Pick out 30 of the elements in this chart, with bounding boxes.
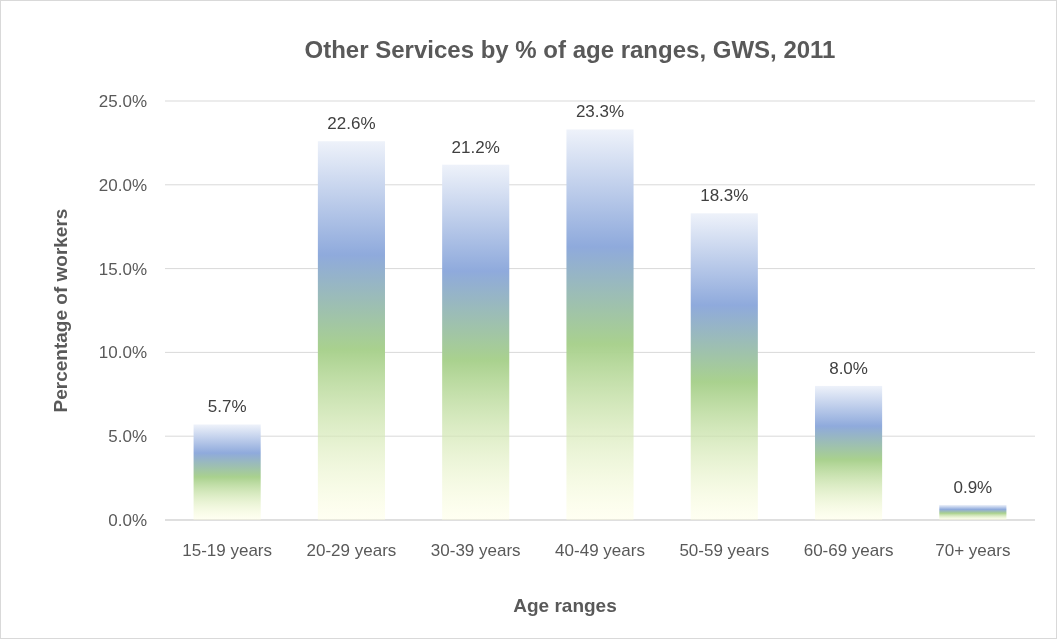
x-tick-label: 60-69 years bbox=[803, 541, 894, 560]
y-tick-label: 0.0% bbox=[108, 510, 147, 530]
x-tick-label: 15-19 years bbox=[182, 541, 273, 560]
y-tick-label: 10.0% bbox=[98, 343, 147, 363]
x-tick-label: 20-29 years bbox=[306, 541, 397, 560]
data-label: 18.3% bbox=[700, 186, 749, 206]
bar bbox=[566, 129, 634, 520]
chart-title: Other Services by % of age ranges, GWS, 2011 bbox=[304, 36, 836, 63]
bar bbox=[193, 424, 261, 520]
x-tick-label: 50-59 years bbox=[679, 541, 770, 560]
x-axis-title: Age ranges bbox=[513, 595, 617, 616]
data-label: 22.6% bbox=[327, 114, 376, 134]
data-label: 21.2% bbox=[451, 137, 500, 157]
bar bbox=[939, 504, 1007, 520]
y-tick-label: 15.0% bbox=[98, 259, 147, 279]
y-tick-label: 5.0% bbox=[108, 427, 147, 447]
x-tick-label: 30-39 years bbox=[430, 541, 521, 560]
bar bbox=[815, 385, 883, 520]
x-tick-label: 40-49 years bbox=[555, 541, 645, 560]
bar bbox=[317, 141, 385, 520]
y-axis-title: Percentage of workers bbox=[50, 208, 71, 413]
y-tick-label: 20.0% bbox=[98, 175, 147, 195]
y-tick-label: 25.0% bbox=[98, 91, 147, 111]
data-label: 23.3% bbox=[575, 102, 625, 122]
data-label: 0.9% bbox=[953, 477, 993, 497]
data-label: 8.0% bbox=[829, 358, 868, 378]
data-label: 5.7% bbox=[207, 397, 247, 417]
bar bbox=[442, 164, 510, 520]
bar bbox=[690, 213, 758, 520]
x-tick-label: 70+ years bbox=[935, 541, 1011, 560]
